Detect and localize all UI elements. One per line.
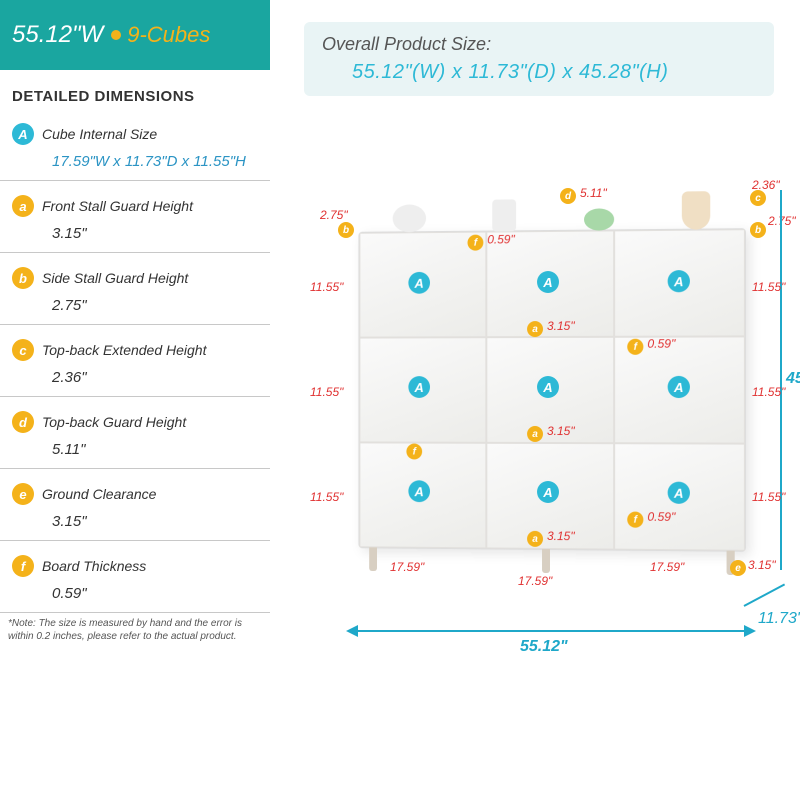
dim-top-ext: 2.36" bbox=[752, 178, 780, 192]
tag-a-icon: a bbox=[527, 321, 543, 337]
badge-a-icon: A bbox=[668, 270, 690, 292]
badge-a-icon: A bbox=[408, 272, 430, 294]
badge-a-icon: A bbox=[537, 481, 559, 503]
tag-a-icon: a bbox=[527, 531, 543, 547]
width-label: 55.12"W bbox=[12, 21, 103, 49]
spec-block: f Board Thickness 0.59" bbox=[0, 541, 270, 613]
spec-block: a Front Stall Guard Height 3.15" bbox=[0, 181, 270, 253]
spec-label: Top-back Extended Height bbox=[42, 342, 206, 358]
spec-tag-icon: c bbox=[12, 339, 34, 361]
spec-block: c Top-back Extended Height 2.36" bbox=[0, 325, 270, 397]
shelf-unit: A A A A A A A A A a 3.15" a 3.15" a 3.15… bbox=[358, 228, 746, 552]
spec-block: d Top-back Guard Height 5.11" bbox=[0, 397, 270, 469]
spec-tag-icon: a bbox=[12, 195, 34, 217]
dim-row-h: 11.55" bbox=[752, 280, 785, 294]
overall-size-box: Overall Product Size: 55.12"(W) x 11.73"… bbox=[304, 22, 774, 96]
spec-label: Front Stall Guard Height bbox=[42, 198, 193, 214]
tag-e-icon: e bbox=[730, 560, 746, 576]
badge-a-icon: A bbox=[668, 376, 690, 398]
spec-tag-icon: d bbox=[12, 411, 34, 433]
spec-label: Top-back Guard Height bbox=[42, 414, 186, 430]
tag-f-icon: f bbox=[406, 444, 422, 460]
tag-f-icon: f bbox=[468, 235, 484, 251]
detailed-dimensions-title: DETAILED DIMENSIONS bbox=[0, 70, 270, 109]
dim-col-w: 17.59" bbox=[650, 560, 684, 574]
dim-top-guard: 5.11" bbox=[580, 186, 607, 200]
spec-block: e Ground Clearance 3.15" bbox=[0, 469, 270, 541]
tag-c-icon: c bbox=[750, 190, 766, 206]
top-decor bbox=[359, 181, 745, 233]
right-panel: Overall Product Size: 55.12"(W) x 11.73"… bbox=[270, 0, 800, 800]
dim-col-w: 17.59" bbox=[390, 560, 424, 574]
arrow-head-icon bbox=[744, 625, 756, 637]
dim-thickness: 0.59" bbox=[647, 337, 675, 351]
tag-f-icon: f bbox=[627, 339, 643, 355]
dim-col-w: 17.59" bbox=[518, 574, 552, 588]
dim-row-h: 11.55" bbox=[752, 385, 785, 399]
spec-value: 0.59" bbox=[12, 577, 270, 602]
overall-title: Overall Product Size: bbox=[322, 34, 756, 55]
spec-value: 17.59"W x 11.73"D x 11.55"H bbox=[12, 145, 270, 170]
spec-block: A Cube Internal Size 17.59"W x 11.73"D x 1… bbox=[0, 109, 270, 181]
tag-b-icon: b bbox=[338, 222, 354, 238]
separator-dot bbox=[111, 30, 121, 40]
dim-clearance: 3.15" bbox=[748, 558, 776, 572]
measurement-note: *Note: The size is measured by hand and … bbox=[0, 613, 270, 643]
spec-label: Cube Internal Size bbox=[42, 126, 157, 142]
badge-a-icon: A bbox=[537, 271, 559, 293]
left-panel: 55.12"W 9-Cubes DETAILED DIMENSIONS A Cub… bbox=[0, 0, 270, 800]
spec-list: A Cube Internal Size 17.59"W x 11.73"D x 1… bbox=[0, 109, 270, 613]
spec-block: b Side Stall Guard Height 2.75" bbox=[0, 253, 270, 325]
spec-tag-icon: b bbox=[12, 267, 34, 289]
spec-value: 3.15" bbox=[12, 217, 270, 242]
arrow-head-icon bbox=[346, 625, 358, 637]
spec-tag-icon: A bbox=[12, 123, 34, 145]
dim-side-guard: 2.75" bbox=[320, 208, 348, 222]
product-figure: A A A A A A A A A a 3.15" a 3.15" a 3.15… bbox=[290, 160, 790, 720]
dim-total-width: 55.12" bbox=[520, 638, 568, 656]
spec-label: Side Stall Guard Height bbox=[42, 270, 188, 286]
cube-count: 9-Cubes bbox=[127, 22, 210, 48]
dim-depth: 11.73" bbox=[758, 610, 800, 628]
spec-value: 2.75" bbox=[12, 289, 270, 314]
dim-front-guard: 3.15" bbox=[547, 319, 575, 333]
overall-value: 55.12"(W) x 11.73"(D) x 45.28"(H) bbox=[322, 61, 756, 84]
spec-value: 2.36" bbox=[12, 361, 270, 386]
tag-b-icon: b bbox=[750, 222, 766, 238]
tag-f-icon: f bbox=[627, 512, 643, 528]
spec-label: Ground Clearance bbox=[42, 486, 156, 502]
tag-d-icon: d bbox=[560, 188, 576, 204]
spec-tag-icon: e bbox=[12, 483, 34, 505]
dim-row-h: 11.55" bbox=[310, 385, 343, 399]
height-arrow bbox=[780, 190, 782, 570]
badge-a-icon: A bbox=[408, 480, 430, 502]
width-arrow bbox=[356, 630, 744, 632]
badge-a-icon: A bbox=[537, 376, 559, 398]
dim-front-guard: 3.15" bbox=[547, 424, 575, 438]
dim-row-h: 11.55" bbox=[310, 280, 343, 294]
depth-arrow bbox=[744, 584, 786, 607]
dim-thickness: 0.59" bbox=[487, 232, 514, 246]
dim-row-h: 11.55" bbox=[752, 490, 785, 504]
spec-tag-icon: f bbox=[12, 555, 34, 577]
dim-thickness: 0.59" bbox=[647, 510, 675, 524]
spec-value: 5.11" bbox=[12, 433, 270, 458]
header-strip: 55.12"W 9-Cubes bbox=[0, 0, 270, 70]
badge-a-icon: A bbox=[408, 376, 430, 398]
badge-a-icon: A bbox=[668, 482, 690, 504]
dim-row-h: 11.55" bbox=[310, 490, 343, 504]
dim-total-height: 45.28" bbox=[786, 370, 800, 388]
dim-front-guard: 3.15" bbox=[547, 529, 575, 543]
spec-label: Board Thickness bbox=[42, 558, 146, 574]
spec-value: 3.15" bbox=[12, 505, 270, 530]
tag-a-icon: a bbox=[527, 426, 543, 442]
